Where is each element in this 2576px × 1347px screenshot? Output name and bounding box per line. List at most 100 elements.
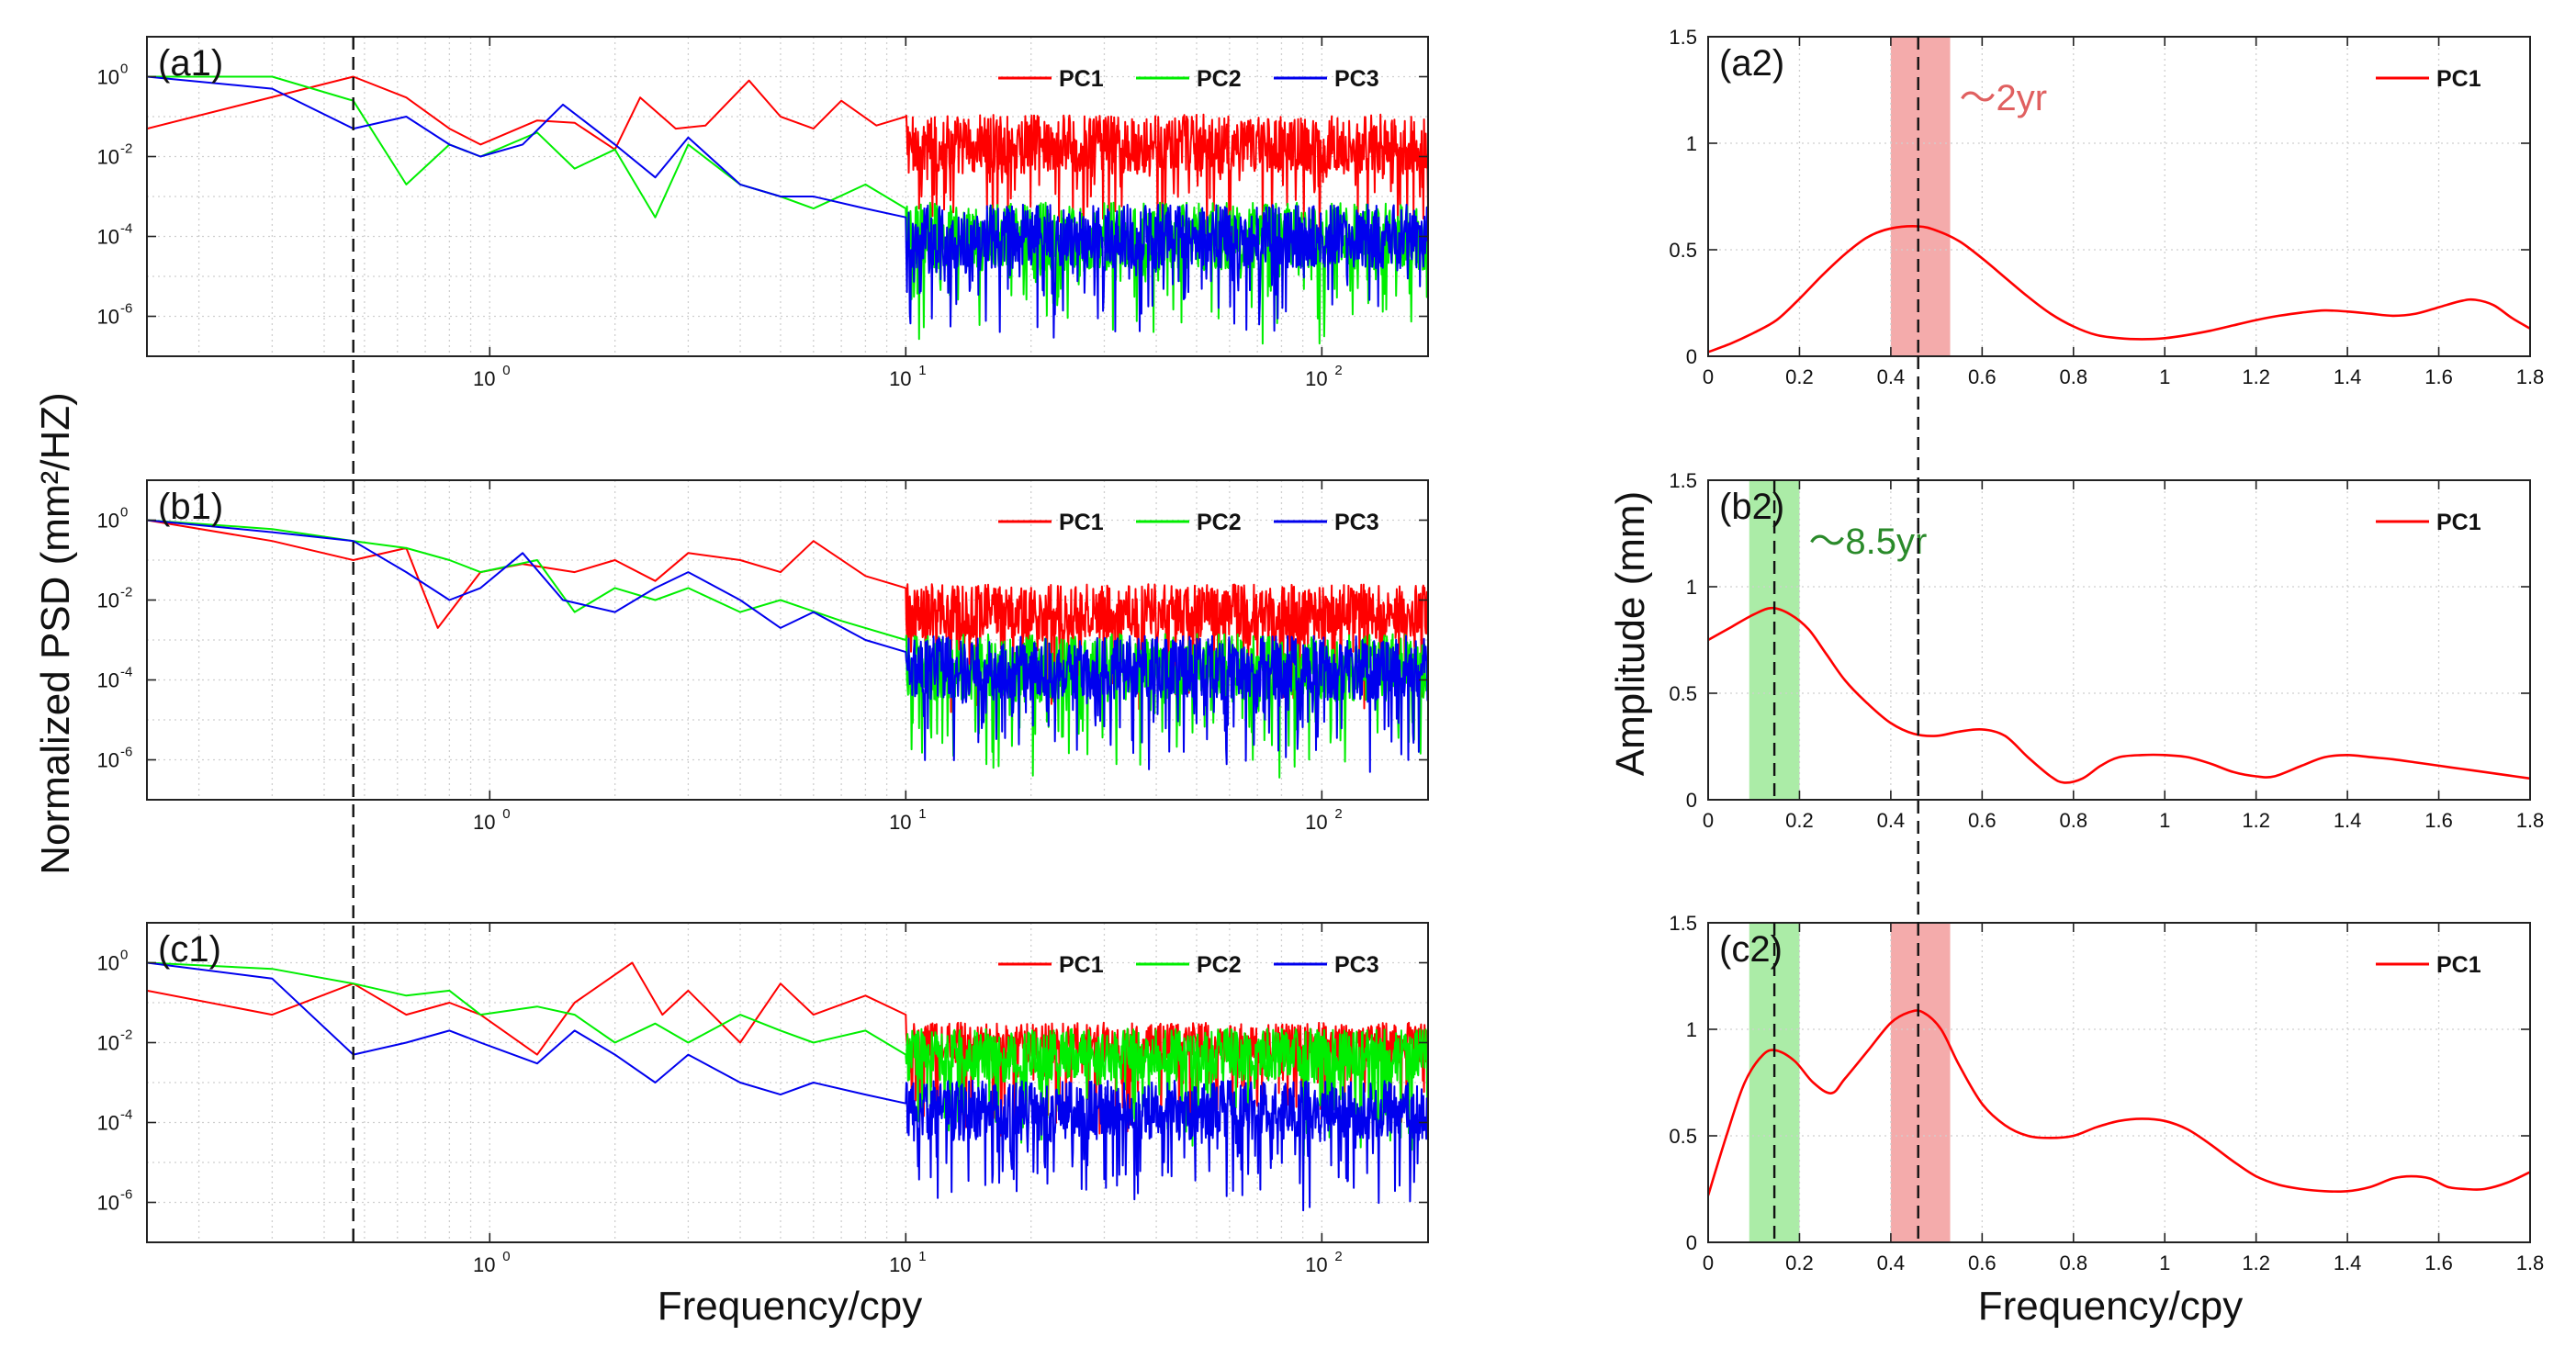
series-pc1-line <box>147 519 1428 713</box>
x-tick-label: 0.2 <box>1785 1252 1814 1274</box>
series-pc3-line <box>147 75 1428 339</box>
x-tick-label: 10 <box>889 811 911 834</box>
y-tick-label: 10 <box>97 146 119 169</box>
tick-marks <box>147 480 1428 800</box>
x-tick-label: 1.2 <box>2242 1252 2270 1274</box>
x-tick-label: 10 <box>1305 1253 1327 1276</box>
tick-marks <box>147 923 1428 1242</box>
series-pc3-line <box>147 961 1428 1212</box>
legend-label-pc1: PC1 <box>2436 66 2481 92</box>
panel-a2: 0 0.2 0.4 0.6 0.8 1 1.2 1.4 1.6 1.8 0 0.5 1 1.5 (a2) ～2… <box>1669 26 2544 388</box>
x-tick-label: 1.4 <box>2334 1252 2362 1274</box>
x-tick-label-exponent: 1 <box>918 363 926 378</box>
x-tick-label: 10 <box>889 367 911 390</box>
plot-frame <box>146 922 1429 1243</box>
shaded-band <box>1890 37 1951 356</box>
x-tick-label-exponent: 2 <box>1334 806 1342 822</box>
series-pc1-line <box>1708 225 2530 354</box>
series-group <box>1708 225 2530 354</box>
y-tick-label-exponent: -2 <box>120 1027 132 1043</box>
x-tick-label: 10 <box>473 1253 495 1276</box>
series-pc1-line <box>1708 606 2530 784</box>
x-tick-label-exponent: 1 <box>918 806 926 822</box>
legend-label-pc3: PC3 <box>1334 66 1379 92</box>
legend-label-pc1: PC1 <box>1059 66 1104 92</box>
x-tick-label: 0.8 <box>2059 809 2087 832</box>
y-tick-label: 10 <box>97 226 119 249</box>
x-tick-label: 10 <box>473 367 495 390</box>
y-tick-label-exponent: -4 <box>120 221 132 237</box>
y-tick-label: 0.5 <box>1669 239 1697 262</box>
x-tick-label: 0.4 <box>1877 1252 1906 1274</box>
plot-area <box>1708 480 2530 800</box>
y-tick-label: 0 <box>1686 789 1697 812</box>
legend: PC1 PC2 PC3 <box>998 510 1379 535</box>
legend: PC1 PC2 PC3 <box>998 952 1379 978</box>
panel-c2: 0 0.2 0.4 0.6 0.8 1 1.2 1.4 1.6 1.8 0 0.5 1 1.5 (c2) PC… <box>1669 912 2544 1274</box>
right-y-axis-title: Amplitude (mm) <box>1608 491 1653 777</box>
grid <box>1708 923 2530 1242</box>
legend-label-pc1: PC1 <box>1059 952 1104 978</box>
series-pc3-line <box>147 519 1428 773</box>
panel-b1: 10 0 10 1 10 210 -610 -410 -210 0 (b1) PC1 PC2 PC3 <box>97 479 1429 834</box>
x-tick-label: 0.2 <box>1785 365 1814 388</box>
series-group <box>147 961 1428 1212</box>
panel-label: (a1) <box>158 43 223 84</box>
y-tick-label-exponent: -4 <box>120 1107 132 1123</box>
series-pc2-line <box>147 961 1428 1157</box>
grid <box>147 923 1428 1242</box>
legend-label-pc1: PC1 <box>2436 510 2481 535</box>
y-tick-label-exponent: 0 <box>120 505 128 521</box>
tick-marks <box>1707 36 2531 357</box>
plot-area <box>1708 923 2530 1242</box>
plot-frame <box>1707 922 2531 1243</box>
y-tick-label: 0.5 <box>1669 1125 1697 1148</box>
x-tick-label: 1.4 <box>2334 365 2362 388</box>
x-tick-label: 0 <box>1703 1252 1714 1274</box>
x-tick-label: 0.6 <box>1968 809 1997 832</box>
x-tick-label: 10 <box>1305 811 1327 834</box>
y-tick-label: 1 <box>1686 576 1697 599</box>
tick-marks <box>1707 922 2531 1243</box>
y-tick-label-exponent: -6 <box>120 301 132 317</box>
x-tick-label: 1 <box>2159 365 2170 388</box>
legend-label-pc2: PC2 <box>1197 66 1242 92</box>
series-group <box>147 519 1428 779</box>
grid <box>1708 480 2530 800</box>
legend-label-pc3: PC3 <box>1334 510 1379 535</box>
panel-label: (b1) <box>158 487 223 527</box>
y-tick-label: 10 <box>97 1032 119 1055</box>
y-tick-label: 10 <box>97 749 119 772</box>
period-label: ～2yr <box>1960 78 2048 118</box>
plot-area <box>1708 37 2530 356</box>
x-tick-label: 1.6 <box>2424 365 2453 388</box>
x-tick-label: 10 <box>889 1253 911 1276</box>
legend-label-pc1: PC1 <box>1059 510 1104 535</box>
x-tick-label-exponent: 2 <box>1334 363 1342 378</box>
x-tick-label: 1.8 <box>2516 1252 2545 1274</box>
y-tick-label: 10 <box>97 952 119 975</box>
y-tick-label: 0 <box>1686 345 1697 368</box>
x-tick-label: 1.6 <box>2424 809 2453 832</box>
x-tick-label: 0.6 <box>1968 1252 1997 1274</box>
x-tick-label: 1.2 <box>2242 365 2270 388</box>
y-tick-label: 0.5 <box>1669 682 1697 705</box>
y-tick-label-exponent: -4 <box>120 665 132 680</box>
x-tick-label: 1.8 <box>2516 365 2545 388</box>
panel-label: (c2) <box>1719 929 1783 970</box>
x-tick-label: 0 <box>1703 365 1714 388</box>
tick-marks <box>1707 479 2531 801</box>
series-pc1-line <box>1708 1009 2530 1196</box>
y-tick-label: 1 <box>1686 132 1697 155</box>
y-tick-label: 10 <box>97 510 119 533</box>
x-tick-label: 1.2 <box>2242 809 2270 832</box>
period-label: ～8.5yr <box>1808 522 1927 562</box>
x-tick-label-exponent: 2 <box>1334 1249 1342 1264</box>
legend: PC1 <box>2376 510 2481 535</box>
y-tick-label: 10 <box>97 669 119 692</box>
x-tick-label: 0.2 <box>1785 809 1814 832</box>
x-tick-label: 10 <box>1305 367 1327 390</box>
right-x-axis-title: Frequency/cpy <box>1978 1284 2244 1329</box>
